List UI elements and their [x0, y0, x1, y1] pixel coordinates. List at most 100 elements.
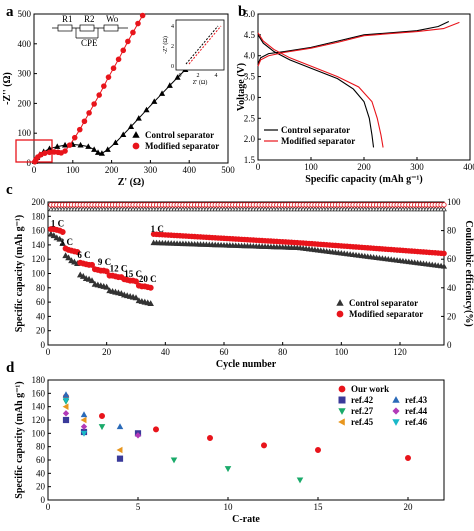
d-legend-marker	[338, 385, 346, 393]
c-y2tick-label: 20	[447, 311, 457, 321]
d-ytick-label: 160	[32, 388, 46, 398]
d-point-2	[296, 477, 304, 484]
b-charge-curve-0	[257, 21, 450, 65]
a-circuit-label: R1	[62, 14, 73, 24]
a-point-0	[91, 146, 98, 152]
b-ytick-label: 4.5	[244, 30, 256, 40]
d-point-5	[134, 432, 142, 439]
d-point-4	[62, 391, 70, 398]
a-point-1	[81, 118, 88, 125]
panel-c-label: c	[6, 182, 13, 198]
chart-b: 0 100 200 300 400 1.5 2.0 2.5 3.0 3.5 4.0 4.5 5.0 Spe…	[236, 9, 474, 185]
d-ytick-label: 20	[36, 482, 46, 492]
d-plot-frame	[47, 379, 445, 501]
d-point-4	[80, 411, 88, 418]
c-rate-label: 1 C	[51, 218, 64, 228]
c-rate-point-0	[147, 300, 154, 307]
c-ytick-label: 120	[32, 254, 46, 264]
c-rate-point-0	[68, 257, 75, 264]
c-efficiency-point-1	[441, 202, 447, 208]
a-point-1	[130, 29, 136, 36]
d-ytick-label: 60	[36, 455, 46, 465]
a-xtick-label: 100	[66, 165, 80, 175]
b-xtick-label: 100	[304, 162, 318, 172]
c-xtick-label: 20	[102, 347, 112, 357]
a-x-axis-label: Z' (Ω)	[118, 177, 145, 188]
b-legend-label: Modified separator	[281, 136, 355, 146]
a-xtick-label: 400	[182, 165, 196, 175]
a-inset-ytick: 0	[171, 64, 174, 70]
a-point-1	[96, 92, 102, 98]
a-point-0	[127, 123, 135, 129]
a-ytick-label: 0	[27, 158, 32, 168]
a-point-0	[166, 82, 173, 88]
a-point-0	[112, 139, 119, 146]
b-legend-label: Control separator	[281, 125, 350, 135]
chart-c: 0 20 40 60 80 100 120 0 20 40 60 80 100 120 140 160 180 2…	[14, 197, 474, 370]
a-point-1	[139, 12, 146, 19]
a-legend-label: Control separator	[145, 130, 214, 140]
c-y2tick-label: 40	[447, 283, 457, 293]
a-legend-marker	[132, 131, 140, 138]
c-ytick-label: 40	[36, 311, 46, 321]
d-ytick-label: 0	[41, 495, 46, 505]
d-ytick-label: 100	[32, 428, 46, 438]
d-legend-marker	[392, 396, 400, 403]
d-point-1	[116, 455, 124, 462]
c-rate-point-0	[85, 275, 93, 282]
c-rate-point-0	[56, 235, 64, 242]
d-legend-label: ref.43	[405, 395, 428, 405]
d-point-4	[116, 423, 124, 430]
a-point-0	[151, 98, 158, 104]
c-rate-point-0	[50, 232, 58, 239]
a-point-0	[85, 143, 92, 149]
c-rate-point-0	[62, 252, 69, 259]
a-xtick-label: 500	[221, 165, 235, 175]
d-legend-marker	[392, 407, 400, 415]
a-point-1	[105, 74, 112, 80]
d-point-2	[170, 457, 178, 464]
c-y2tick-label: 80	[447, 226, 457, 236]
c-xtick-label: 0	[46, 347, 51, 357]
c-ytick-label: 60	[36, 297, 46, 307]
c-cycle-point-1	[441, 250, 447, 257]
a-point-1	[71, 134, 78, 141]
chart-d: 0 5 10 15 20020406080100120140160180C-rateSp…	[14, 375, 445, 525]
a-inset-xtick: 0	[179, 73, 182, 79]
a-point-1	[46, 149, 53, 156]
a-xtick-label: 300	[144, 165, 158, 175]
d-point-2	[98, 424, 106, 431]
b-ytick-label: 4.0	[244, 51, 256, 61]
c-ytick-label: 80	[36, 283, 46, 293]
a-inset-line	[185, 25, 219, 65]
b-discharge-curve-0	[257, 34, 375, 148]
a-point-0	[98, 150, 105, 156]
c-xtick-label: 80	[278, 347, 288, 357]
c-rate-point-1	[147, 284, 154, 291]
a-xtick-label: 200	[105, 165, 119, 175]
c-ytick-label: 0	[41, 340, 46, 350]
d-point-3	[80, 416, 87, 424]
c-ytick-label: 200	[32, 197, 46, 207]
b-ytick-label: 5.0	[244, 9, 256, 19]
a-circuit-wo	[103, 24, 119, 32]
d-legend-marker	[338, 418, 345, 426]
c-rate-point-0	[71, 258, 78, 265]
c-ytick-label: 140	[32, 240, 46, 250]
d-point-0	[404, 454, 411, 461]
c-legend-marker	[336, 310, 344, 318]
a-point-1	[91, 101, 97, 107]
c-rate-point-0	[53, 234, 61, 241]
b-x-axis-label: Specific capacity (mAh g⁻¹)	[305, 174, 422, 185]
a-zoom-box	[15, 139, 53, 163]
c-y2tick-label: 60	[447, 254, 457, 264]
a-point-0	[94, 149, 102, 155]
c-legend-marker	[336, 299, 344, 306]
a-point-1	[115, 56, 122, 63]
d-legend-marker	[338, 396, 346, 404]
d-legend-label: ref.42	[351, 395, 374, 405]
d-point-6	[80, 430, 88, 437]
d-point-3	[116, 446, 123, 454]
d-point-5	[80, 423, 88, 430]
